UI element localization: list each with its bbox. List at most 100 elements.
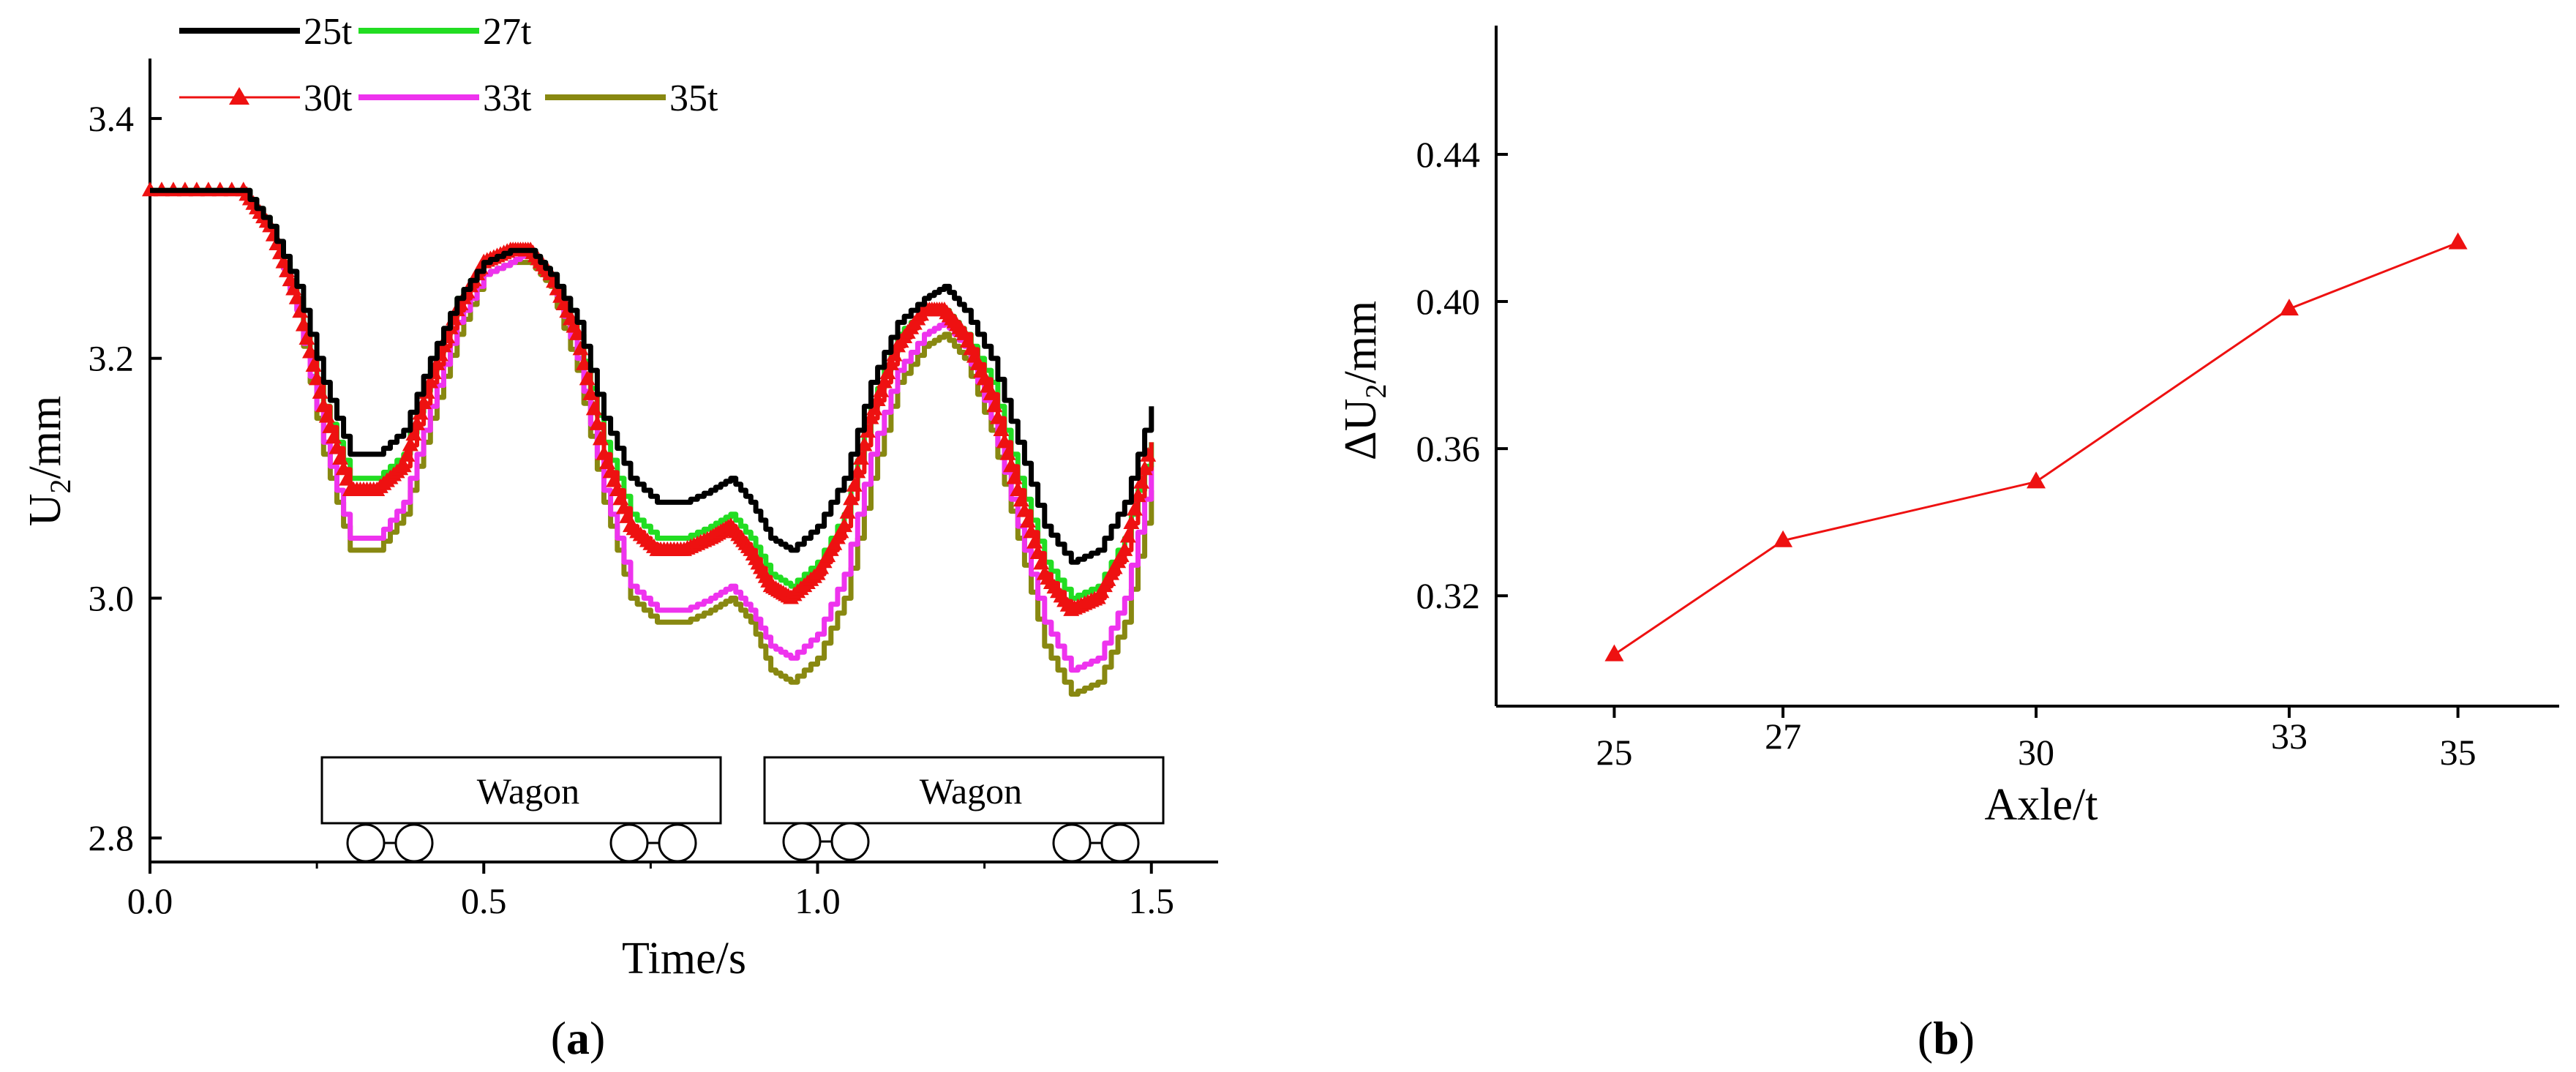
- legend-item-25t: 25t: [179, 11, 353, 53]
- series-marker: [309, 370, 326, 386]
- series-marker: [1026, 533, 1043, 549]
- panel-b-xtick-label: 33: [2271, 716, 2307, 757]
- series-marker: [325, 429, 342, 444]
- series-marker: [852, 449, 869, 465]
- panel-a-legend: 25t 27t 30t 33t 35t: [179, 11, 718, 119]
- wagon-diagram: Wagon Wagon: [320, 756, 1165, 863]
- panel-a-xtick-label: 1.5: [1129, 880, 1175, 921]
- series-marker: [312, 383, 328, 399]
- series-marker: [1123, 514, 1140, 530]
- series-marker: [429, 355, 446, 370]
- series-marker: [1133, 473, 1150, 489]
- series-marker: [315, 397, 332, 413]
- series-marker: [869, 391, 886, 407]
- series-marker: [866, 400, 883, 416]
- panel-a-y-ticks: 2.8 3.0 3.2 3.4: [89, 98, 162, 858]
- series-marker: [589, 415, 606, 430]
- series-marker: [572, 340, 589, 356]
- series-marker: [886, 346, 903, 361]
- panel-a-ytick-label: 3.2: [89, 338, 135, 379]
- series-marker: [298, 330, 315, 345]
- data-point-27: [1773, 530, 1793, 547]
- series-marker: [856, 436, 873, 451]
- panel-a-x-axis-title: Time/s: [622, 934, 746, 983]
- series-marker: [579, 370, 596, 386]
- panel-b-xtick-label: 35: [2440, 732, 2477, 773]
- series-marker: [1023, 523, 1040, 539]
- series-marker: [863, 409, 879, 424]
- panel-b-chart: 0.32 0.36 0.40 0.44 25 27 30 33 35 ΔU2/mm Axle/…: [1336, 26, 2559, 1064]
- series-marker: [395, 457, 412, 473]
- series-marker: [292, 303, 309, 318]
- legend-item-30t: 30t: [179, 78, 353, 119]
- series-marker: [1140, 446, 1157, 462]
- panel-b-xtick-label: 30: [2018, 732, 2054, 773]
- panel-a-ytick-label: 2.8: [89, 817, 135, 858]
- series-marker: [999, 445, 1016, 460]
- series-line-delta-u2: [1613, 241, 2459, 656]
- data-point-25: [1604, 644, 1624, 661]
- series-marker: [412, 405, 429, 420]
- series-marker: [328, 439, 345, 454]
- panel-b-x-ticks: 25 27 30 33 35: [1596, 706, 2477, 773]
- series-marker: [1119, 528, 1136, 543]
- series-marker: [335, 460, 352, 476]
- series-marker: [1029, 544, 1046, 560]
- bogie-2: [609, 823, 697, 863]
- series-marker: [846, 476, 863, 492]
- series-marker: [882, 355, 899, 370]
- panel-a-y-axis-title: U2/mm: [20, 396, 77, 526]
- series-marker: [843, 490, 860, 506]
- panel-a-xtick-label: 0.5: [461, 880, 507, 921]
- data-point-33: [2279, 299, 2299, 316]
- legend-item-33t: 33t: [358, 78, 532, 119]
- panel-b-label: (b): [1918, 1012, 1975, 1064]
- series-marker: [839, 503, 856, 519]
- series-marker: [876, 373, 893, 389]
- series-marker: [1130, 487, 1146, 503]
- legend-item-27t: 27t: [358, 11, 532, 53]
- series-marker: [288, 289, 305, 304]
- series-marker: [322, 418, 339, 433]
- panel-b-ytick-label: 0.44: [1416, 134, 1481, 175]
- data-point-30: [2027, 471, 2046, 489]
- series-marker: [592, 430, 609, 446]
- svg-text:30t: 30t: [304, 78, 353, 119]
- series-marker: [836, 517, 852, 533]
- series-marker: [996, 433, 1013, 449]
- legend-item-35t: 35t: [545, 78, 718, 119]
- series-marker: [1033, 555, 1050, 570]
- series-marker: [318, 408, 335, 423]
- series-marker: [302, 343, 318, 359]
- series-marker: [416, 394, 432, 410]
- panel-a-ytick-label: 3.4: [89, 98, 135, 139]
- series-marker: [332, 449, 349, 465]
- series-marker: [582, 385, 599, 400]
- series-marker: [1013, 492, 1029, 507]
- series-marker: [1010, 481, 1026, 496]
- series-marker: [1019, 512, 1036, 528]
- panel-a-xtick-label: 0.0: [127, 880, 173, 921]
- series-marker: [1116, 541, 1133, 556]
- svg-text:25t: 25t: [304, 11, 353, 53]
- wagon-label-1: Wagon: [477, 771, 579, 812]
- series-marker: [1003, 457, 1020, 473]
- series-marker: [305, 356, 322, 372]
- series-marker: [569, 325, 585, 340]
- panel-a-ytick-label: 3.0: [89, 577, 135, 618]
- svg-text:33t: 33t: [483, 78, 532, 119]
- panel-b-xtick-label: 27: [1765, 716, 1801, 757]
- bogie-1: [346, 823, 434, 863]
- series-marker: [585, 400, 602, 416]
- panel-b-xtick-label: 25: [1596, 732, 1632, 773]
- series-marker: [409, 415, 425, 430]
- panel-a-x-ticks: 0.0 0.5 1.0 1.5: [127, 862, 1174, 921]
- panel-a-xtick-label: 1.0: [795, 880, 841, 921]
- wagon-body-2: [763, 756, 1165, 825]
- panel-b-y-axis-title: ΔU2/mm: [1336, 301, 1392, 460]
- series-marker: [983, 385, 999, 400]
- series-marker: [859, 423, 876, 438]
- panel-b-ytick-label: 0.36: [1416, 428, 1481, 469]
- data-point-35: [2448, 232, 2468, 250]
